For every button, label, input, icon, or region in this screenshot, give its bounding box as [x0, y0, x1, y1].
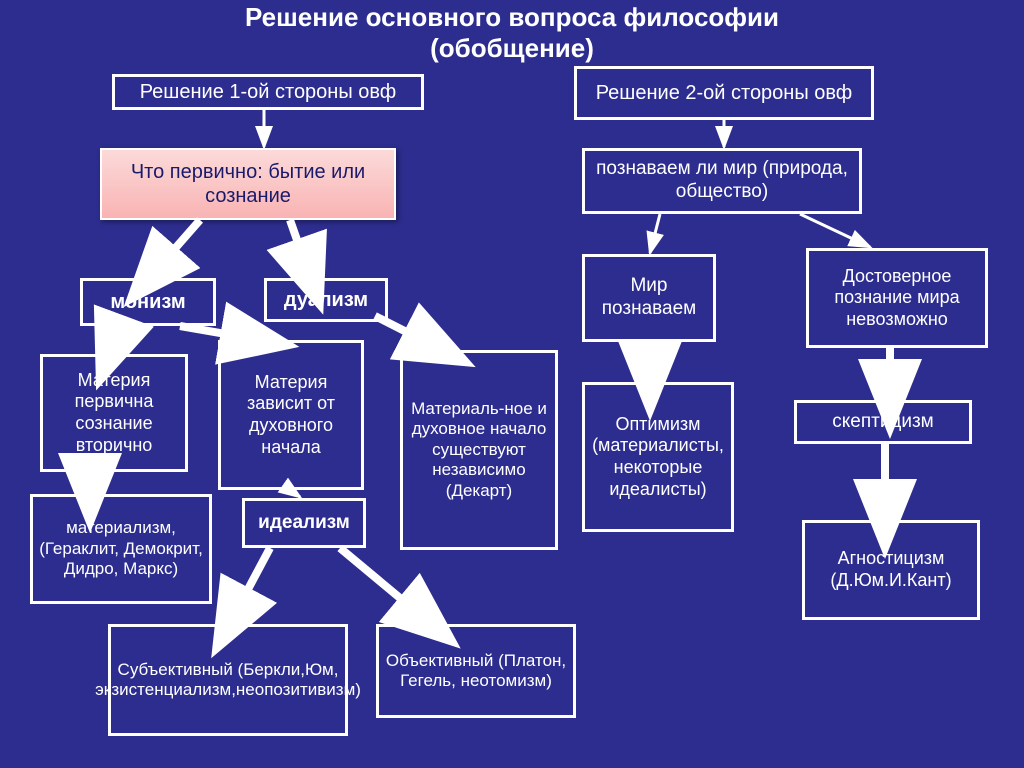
node-b12: Оптимизм (материалисты, некоторые идеали… — [582, 382, 734, 532]
node-b14: материализм, (Гераклит, Демокрит, Дидро,… — [30, 494, 212, 604]
node-b15: идеализм — [242, 498, 366, 548]
arrow-b4-b8 — [800, 214, 870, 247]
node-b18: Объективный (Платон, Гегель, неотомизм) — [376, 624, 576, 718]
node-b6: дуализм — [264, 278, 388, 322]
node-b3: Что первично: бытие или сознание — [100, 148, 396, 220]
node-b7: Мир познаваем — [582, 254, 716, 342]
node-b5: монизм — [80, 278, 216, 326]
diagram-title: Решение основного вопроса философии(обоб… — [0, 2, 1024, 64]
node-b11: Материаль-ное и духовное начало существу… — [400, 350, 558, 550]
node-b1: Решение 1-ой стороны овф — [112, 74, 424, 110]
node-b2: Решение 2-ой стороны овф — [574, 66, 874, 120]
node-b8: Достоверное познание мира невозможно — [806, 248, 988, 348]
node-b16: Агностицизм (Д.Юм.И.Кант) — [802, 520, 980, 620]
arrow-b5-b9 — [110, 326, 120, 353]
arrow-b3-b5 — [150, 220, 200, 277]
arrow-b4-b7 — [650, 214, 660, 253]
arrow-b3-b6 — [290, 220, 310, 277]
node-b17: Субъективный (Беркли,Юм, экзистенциализм… — [108, 624, 348, 736]
node-b13: скептицизм — [794, 400, 972, 444]
arrow-b15-b17 — [230, 548, 270, 623]
arrow-b15-b18 — [340, 548, 430, 623]
node-b4: познаваем ли мир (природа, общество) — [582, 148, 862, 214]
node-b9: Материя первична сознание вторично — [40, 354, 188, 472]
arrow-b10-b15 — [290, 490, 300, 497]
node-b10: Материя зависит от духовного начала — [218, 340, 364, 490]
arrow-b5-b10 — [180, 326, 260, 340]
